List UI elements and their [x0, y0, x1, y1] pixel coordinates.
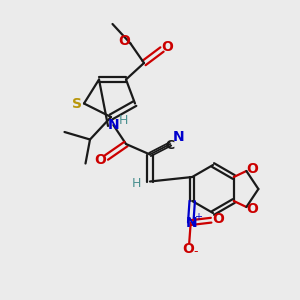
Text: O: O — [183, 242, 195, 256]
Text: O: O — [94, 153, 106, 167]
Text: O: O — [161, 40, 173, 54]
Text: O: O — [246, 202, 258, 216]
Text: H: H — [132, 177, 141, 190]
Text: H: H — [119, 114, 128, 127]
Text: N: N — [108, 118, 119, 132]
Text: C: C — [166, 139, 175, 152]
Text: O: O — [212, 212, 224, 226]
Text: S: S — [72, 97, 82, 110]
Text: -: - — [194, 245, 198, 258]
Text: +: + — [194, 212, 202, 222]
Text: N: N — [173, 130, 184, 144]
Text: O: O — [118, 34, 130, 48]
Text: O: O — [246, 162, 258, 176]
Text: N: N — [185, 216, 197, 230]
